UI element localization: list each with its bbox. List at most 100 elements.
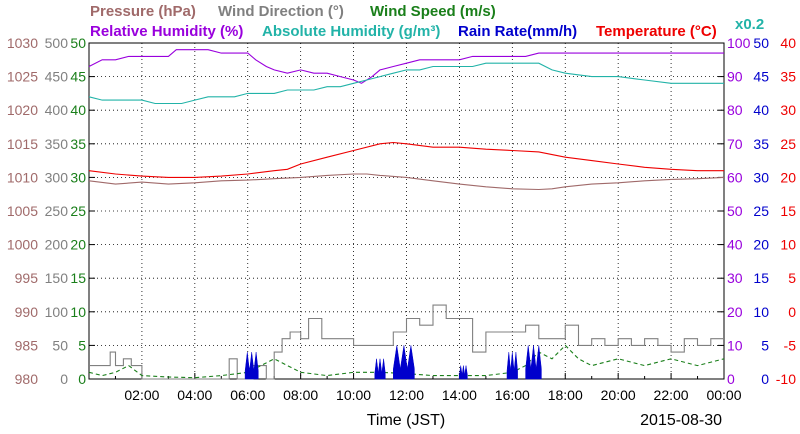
series-line-wind-direction	[89, 304, 724, 380]
y-tick-label-wind-speed: 20	[70, 237, 86, 253]
y-tick-label-temperature: 25	[780, 136, 796, 152]
x-tick-label: 00:00	[706, 387, 741, 403]
y-tick-label-wind-speed: 0	[78, 371, 86, 387]
y-tick-label-wind-direction: 250	[45, 203, 69, 219]
abs-humidity-scale-label: x0.2	[735, 16, 764, 33]
y-tick-label-humidity: 80	[727, 102, 743, 118]
y-tick-label-wind-direction: 100	[45, 304, 69, 320]
x-axis-ticks: 02:00 04:00 06:00 08:00 10:00 12:00 14:00 16:00…	[114, 373, 742, 403]
y-tick-label-humidity: 0	[727, 371, 735, 387]
rain-rate-burst	[393, 345, 415, 380]
series-line-humidity	[88, 62, 724, 105]
y-tick-label-temperature: 10	[780, 237, 796, 253]
y-tick-label-rain-rate: 10	[753, 304, 769, 320]
y-tick-label-rain-rate: 35	[753, 136, 769, 152]
x-tick-label: 18:00	[548, 387, 583, 403]
legend-relative-humidity: Relative Humidity (%)	[90, 23, 243, 40]
rain-rate-burst	[525, 345, 542, 380]
y-tick-label-temperature: 40	[780, 35, 796, 51]
legend-wind-direction: Wind Direction (°)	[218, 3, 344, 20]
y-tick-label-temperature: 35	[780, 69, 796, 85]
y-tick-label-wind-speed: 45	[70, 69, 86, 85]
y-tick-label-humidity: 50	[727, 203, 743, 219]
y-tick-label-wind-direction: 0	[60, 371, 68, 387]
y-tick-label-temperature: 20	[780, 169, 796, 185]
y-tick-label-pressure: 1020	[7, 102, 38, 118]
y-tick-label-temperature: 0	[788, 304, 796, 320]
y-tick-label-pressure: 990	[15, 304, 39, 320]
legend-absolute-humidity: Absolute Humidity (g/m³)	[262, 23, 440, 40]
y-tick-label-wind-direction: 500	[45, 35, 69, 51]
rain-rate-burst	[244, 352, 259, 380]
y-tick-label-pressure: 1005	[7, 203, 38, 219]
y-tick-label-wind-speed: 50	[70, 35, 86, 51]
y-tick-label-wind-speed: 10	[70, 304, 86, 320]
y-tick-label-humidity: 100	[727, 35, 751, 51]
y-tick-label-wind-direction: 450	[45, 69, 69, 85]
y-tick-label-rain-rate: 5	[761, 337, 769, 353]
y-tick-label-humidity: 10	[727, 337, 743, 353]
y-tick-label-humidity: 90	[727, 69, 743, 85]
y-tick-label-temperature: 15	[780, 203, 796, 219]
y-tick-label-wind-speed: 5	[78, 337, 86, 353]
x-tick-label: 14:00	[442, 387, 477, 403]
y-axis-ticks: 1030102510201015101010051000995990985980…	[7, 35, 796, 387]
y-tick-label-pressure: 995	[15, 270, 39, 286]
y-tick-label-wind-speed: 35	[70, 136, 86, 152]
y-tick-label-pressure: 980	[15, 371, 39, 387]
x-tick-label: 20:00	[601, 387, 636, 403]
y-tick-label-rain-rate: 45	[753, 69, 769, 85]
rain-rate-burst	[459, 365, 468, 380]
y-tick-label-temperature: -10	[776, 371, 796, 387]
y-tick-label-wind-direction: 50	[52, 337, 68, 353]
y-tick-label-rain-rate: 30	[753, 169, 769, 185]
y-tick-label-wind-direction: 200	[45, 237, 69, 253]
y-tick-label-humidity: 40	[727, 237, 743, 253]
y-tick-label-wind-direction: 300	[45, 169, 69, 185]
legend-pressure: Pressure (hPa)	[90, 3, 196, 20]
x-tick-label: 22:00	[654, 387, 689, 403]
y-tick-label-humidity: 20	[727, 304, 743, 320]
y-tick-label-pressure: 985	[15, 337, 39, 353]
x-tick-label: 12:00	[389, 387, 424, 403]
chart-date: 2015-08-30	[640, 412, 722, 429]
y-tick-label-humidity: 60	[727, 169, 743, 185]
series-line-humidity	[88, 49, 724, 84]
legend-wind-speed: Wind Speed (m/s)	[370, 3, 496, 20]
rain-rate-burst	[374, 358, 386, 380]
y-tick-label-wind-speed: 30	[70, 169, 86, 185]
x-tick-label: 02:00	[124, 387, 159, 403]
y-tick-label-wind-direction: 150	[45, 270, 69, 286]
y-tick-label-wind-direction: 350	[45, 136, 69, 152]
y-tick-label-humidity: 30	[727, 270, 743, 286]
x-tick-label: 04:00	[177, 387, 212, 403]
x-axis-title: Time (JST)	[367, 412, 446, 429]
x-tick-label: 08:00	[283, 387, 318, 403]
y-tick-label-rain-rate: 40	[753, 102, 769, 118]
y-tick-label-humidity: 70	[727, 136, 743, 152]
y-tick-label-rain-rate: 15	[753, 270, 769, 286]
series-line-temperature	[88, 141, 724, 178]
y-tick-label-wind-speed: 25	[70, 203, 86, 219]
y-tick-label-rain-rate: 0	[761, 371, 769, 387]
series-line-pressure	[88, 173, 725, 191]
legend-rain-rate: Rain Rate(mm/h)	[458, 23, 577, 40]
y-tick-label-rain-rate: 25	[753, 203, 769, 219]
series-layer	[88, 49, 725, 380]
y-tick-label-temperature: 5	[788, 270, 796, 286]
x-tick-label: 16:00	[495, 387, 530, 403]
x-tick-label: 10:00	[336, 387, 371, 403]
y-tick-label-wind-direction: 400	[45, 102, 69, 118]
y-tick-label-pressure: 1015	[7, 136, 38, 152]
legend-temperature: Temperature (°C)	[596, 23, 717, 40]
y-tick-label-pressure: 1030	[7, 35, 38, 51]
y-tick-label-pressure: 1025	[7, 69, 38, 85]
x-tick-label: 06:00	[230, 387, 265, 403]
y-tick-label-rain-rate: 50	[753, 35, 769, 51]
y-tick-label-wind-speed: 15	[70, 270, 86, 286]
y-tick-label-temperature: -5	[784, 337, 797, 353]
y-tick-label-pressure: 1010	[7, 169, 38, 185]
y-tick-label-wind-speed: 40	[70, 102, 86, 118]
y-tick-label-rain-rate: 20	[753, 237, 769, 253]
